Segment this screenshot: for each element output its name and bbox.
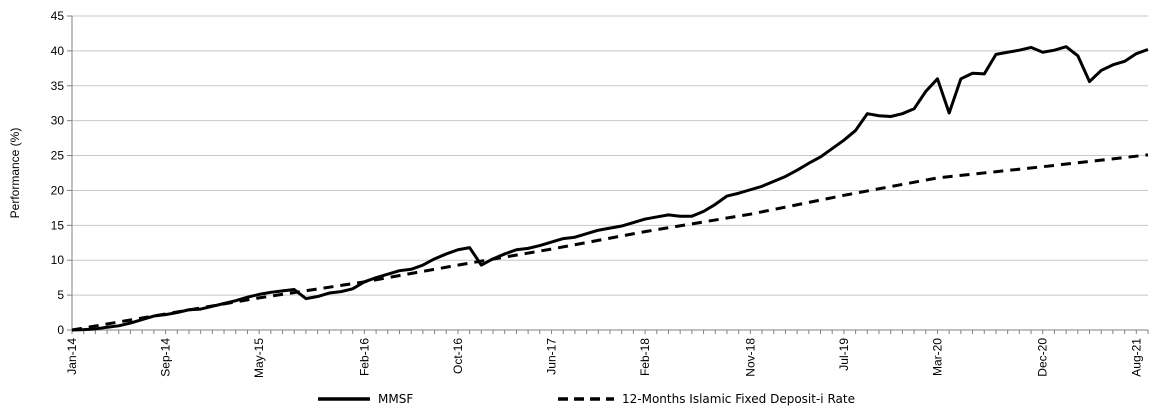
x-tick-label: Aug-21 — [1129, 338, 1143, 377]
x-axis-ticks: Jan-14 Sep-14 May-15 Feb-16 Oct-16 Jun-17 Feb-… — [65, 330, 1149, 378]
y-tick-label: 15 — [51, 218, 65, 232]
y-tick-label: 40 — [51, 44, 65, 58]
y-tick-label: 25 — [51, 149, 65, 163]
series-line-fixed-deposit — [71, 153, 1149, 332]
x-tick-label: Jun-17 — [545, 338, 559, 375]
x-tick-label: Feb-16 — [357, 338, 371, 376]
legend-label-fixed-deposit: 12-Months Islamic Fixed Deposit-i Rate — [622, 392, 855, 406]
y-tick-label: 35 — [51, 79, 65, 93]
gridlines — [72, 15, 1148, 331]
x-tick-label: Nov-18 — [743, 338, 757, 377]
y-tick-label: 30 — [51, 114, 65, 128]
y-axis-title: Performance (%) — [8, 128, 22, 219]
x-tick-label: Feb-18 — [638, 338, 652, 376]
x-tick-label: Jan-14 — [65, 338, 79, 375]
y-tick-label: 10 — [51, 253, 65, 267]
legend: MMSF 12-Months Islamic Fixed Deposit-i Ra… — [318, 392, 855, 406]
x-tick-label: Oct-16 — [451, 338, 465, 374]
y-tick-label: 5 — [57, 288, 64, 302]
x-tick-label: Dec-20 — [1036, 338, 1050, 377]
series-lines — [71, 45, 1149, 332]
x-tick-label: Sep-14 — [159, 338, 173, 377]
legend-label-mmsf: MMSF — [378, 392, 413, 406]
y-tick-label: 0 — [57, 323, 64, 337]
x-tick-label: May-15 — [252, 338, 266, 378]
y-tick-label: 45 — [51, 9, 65, 23]
x-tick-label: Jul-19 — [837, 338, 851, 371]
series-line-mmsf — [71, 45, 1149, 332]
y-tick-label: 20 — [51, 183, 65, 197]
y-axis-ticks: 0 5 10 15 20 25 30 35 40 45 — [51, 9, 72, 337]
x-tick-label: Mar-20 — [930, 338, 944, 376]
